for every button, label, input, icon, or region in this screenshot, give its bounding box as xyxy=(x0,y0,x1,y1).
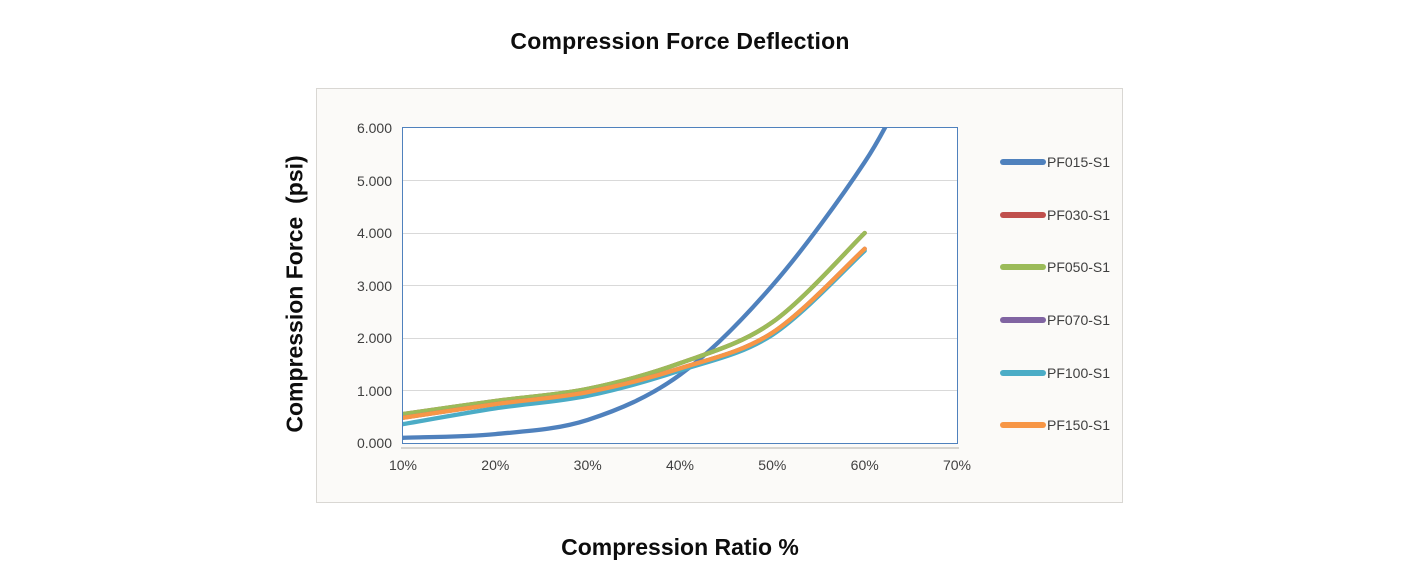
x-tick-label: 50% xyxy=(758,457,787,473)
legend-label: PF100-S1 xyxy=(1047,364,1111,381)
gridline xyxy=(402,337,957,339)
y-tick-label: 5.000 xyxy=(356,172,392,189)
x-axis-line xyxy=(401,447,959,449)
series-line-PF050-S1 xyxy=(402,230,867,416)
legend-line-swatch xyxy=(1000,211,1046,218)
plot-area xyxy=(401,126,958,444)
gridline xyxy=(402,232,957,234)
chart-title: Compression Force Deflection xyxy=(510,28,850,54)
gridline xyxy=(402,180,957,181)
legend-line-swatch xyxy=(1000,422,1046,429)
x-tick-label: 70% xyxy=(942,457,972,473)
legend-line-swatch xyxy=(1000,159,1046,165)
legend-item: PF050-S1 xyxy=(1000,257,1110,277)
x-tick-label: 30% xyxy=(573,457,602,473)
legend-line-swatch xyxy=(1000,369,1046,376)
y-axis-title: Compression Force (psi) xyxy=(281,155,308,433)
x-tick-label: 60% xyxy=(850,457,879,473)
legend-item: PF015-S1 xyxy=(1000,152,1110,172)
series-lines xyxy=(402,127,887,440)
series-line-PF150-S1 xyxy=(402,246,867,420)
legend-label: PF070-S1 xyxy=(1047,312,1111,328)
y-tick-label: 6.000 xyxy=(356,120,392,136)
series-line-PF100-S1 xyxy=(402,248,867,426)
legend-line-swatch xyxy=(1000,317,1046,323)
x-tick-label: 40% xyxy=(665,457,695,473)
legend-item: PF070-S1 xyxy=(1000,310,1110,330)
y-tick-label: 3.000 xyxy=(356,277,392,294)
x-tick-label: 20% xyxy=(481,457,510,473)
legend-item: PF030-S1 xyxy=(1000,205,1110,225)
legend-label: PF030-S1 xyxy=(1047,206,1111,223)
series-line-PF070-S1 xyxy=(402,246,867,420)
y-tick-label: 0.000 xyxy=(356,435,392,451)
x-tick-label: 10% xyxy=(388,457,418,473)
y-tick-label: 2.000 xyxy=(356,330,392,346)
legend-item: PF150-S1 xyxy=(1000,415,1110,435)
legend-label: PF015-S1 xyxy=(1047,154,1111,170)
y-tick-label: 1.000 xyxy=(356,382,392,399)
legend-item: PF100-S1 xyxy=(1000,363,1110,383)
x-axis-title: Compression Ratio % xyxy=(561,534,799,560)
gridline xyxy=(402,390,957,391)
legend-label: PF050-S1 xyxy=(1047,259,1111,276)
gridline xyxy=(402,285,957,286)
legend-label: PF150-S1 xyxy=(1047,417,1111,434)
y-tick-label: 4.000 xyxy=(356,225,392,241)
legend-line-swatch xyxy=(1000,264,1046,271)
